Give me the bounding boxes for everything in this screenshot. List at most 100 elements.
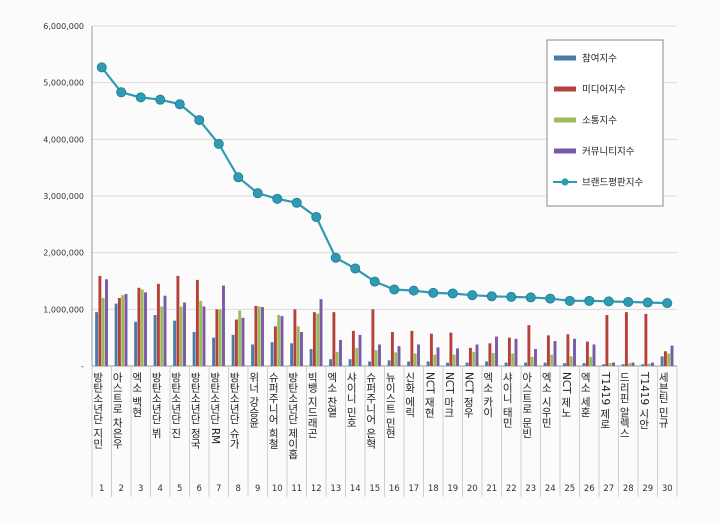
- brand-index-point-15: [369, 276, 380, 287]
- bar-2-6: [195, 279, 199, 366]
- bar-4-13: [339, 339, 342, 366]
- x-category-label: 방탄소년단 진: [170, 372, 182, 438]
- bar-3-3: [140, 289, 144, 366]
- bar-2-9: [254, 305, 258, 366]
- bar-1-8: [231, 334, 235, 366]
- bar-2-1: [98, 275, 102, 366]
- legend-label: 커뮤니티지수: [582, 147, 635, 158]
- bar-4-3: [144, 292, 147, 366]
- bar-2-11: [293, 309, 297, 366]
- bar-4-20: [475, 344, 479, 366]
- bar-3-29: [647, 363, 651, 366]
- legend-bar-swatch: [554, 148, 576, 154]
- x-category-label: NCT 정우: [462, 372, 474, 419]
- x-rank-label: 28: [623, 484, 634, 494]
- x-category-label: 세븐틴 민규: [657, 372, 669, 429]
- legend-label: 미디어지수: [582, 85, 626, 96]
- bar-3-10: [277, 315, 281, 366]
- x-category-label: NCT 재현: [423, 372, 435, 418]
- bar-1-6: [192, 332, 196, 366]
- bar-2-23: [527, 325, 531, 366]
- bar-2-10: [273, 326, 277, 366]
- bar-2-18: [429, 333, 433, 366]
- x-rank-label: 16: [389, 484, 400, 494]
- legend-point-marker: [561, 178, 569, 186]
- bar-3-8: [238, 310, 242, 366]
- x-category-label: 슈퍼주니어 은혁: [365, 372, 377, 450]
- x-category-label: 방탄소년단 슈가: [228, 372, 240, 450]
- brand-index-point-13: [330, 252, 341, 263]
- bar-3-24: [550, 354, 554, 366]
- x-category-label: 엑소 찬열: [326, 372, 338, 417]
- bar-3-12: [316, 313, 320, 366]
- brand-index-point-11: [291, 197, 302, 208]
- brand-index-point-27: [603, 296, 614, 307]
- legend-label: 참여지수: [582, 53, 617, 65]
- y-tick-label: 4,000,000: [43, 135, 84, 144]
- brand-index-point-17: [408, 285, 419, 296]
- bar-1-1: [95, 312, 99, 366]
- x-category-label: 엑소 시우민: [540, 372, 552, 428]
- bar-1-13: [329, 359, 333, 366]
- bar-2-5: [176, 275, 180, 366]
- x-category-label: 방탄소년단 RM: [209, 372, 221, 444]
- bar-4-9: [261, 307, 264, 366]
- bar-3-17: [413, 353, 417, 366]
- bar-2-20: [468, 347, 472, 366]
- x-category-label: 빅뱅 지드래곤: [306, 372, 318, 438]
- x-rank-label: 4: [158, 484, 163, 494]
- bar-3-2: [121, 295, 125, 366]
- x-rank-label: 10: [272, 484, 283, 494]
- x-category-label: 샤이니 태민: [501, 372, 513, 428]
- bar-4-16: [397, 346, 401, 366]
- bar-3-13: [335, 351, 339, 366]
- bar-2-13: [332, 312, 336, 366]
- bar-3-1: [101, 298, 105, 366]
- x-category-label: 뉴이스트 민현: [384, 372, 396, 438]
- bar-1-20: [465, 362, 469, 366]
- brand-index-point-24: [545, 293, 556, 304]
- bar-2-19: [449, 332, 453, 366]
- bar-2-25: [566, 334, 570, 366]
- bar-4-10: [280, 316, 284, 366]
- x-rank-label: 27: [603, 484, 614, 494]
- bar-2-28: [624, 312, 628, 366]
- brand-index-point-6: [194, 115, 205, 126]
- brand-index-point-22: [506, 291, 517, 302]
- bar-1-14: [348, 359, 352, 366]
- legend-bar-swatch: [554, 117, 576, 123]
- x-rank-label: 25: [564, 484, 575, 494]
- x-rank-label: 21: [486, 484, 497, 494]
- bar-4-29: [651, 362, 654, 366]
- bar-4-24: [553, 341, 557, 366]
- bar-2-17: [410, 330, 414, 366]
- y-tick-label: 3,000,000: [43, 192, 84, 201]
- x-rank-label: 6: [197, 484, 202, 494]
- bar-1-25: [563, 363, 567, 366]
- x-rank-label: 2: [119, 484, 124, 494]
- bar-4-6: [202, 306, 206, 366]
- legend-bar-swatch: [554, 55, 576, 61]
- bar-3-4: [160, 306, 164, 366]
- bar-4-1: [105, 279, 108, 366]
- brand-index-point-8: [233, 172, 244, 183]
- bar-4-14: [358, 334, 362, 366]
- bar-4-7: [222, 285, 225, 366]
- bar-4-30: [670, 345, 674, 366]
- brand-index-point-28: [623, 296, 634, 307]
- bar-3-16: [394, 352, 398, 366]
- x-category-label: NCT 제노: [560, 372, 572, 418]
- x-rank-label: 23: [525, 484, 536, 494]
- bar-4-25: [573, 338, 576, 366]
- brand-index-point-12: [311, 211, 322, 222]
- x-rank-label: 14: [350, 484, 361, 494]
- x-category-label: 슈퍼주니어 희철: [267, 372, 279, 449]
- x-category-label: 방탄소년단 정국: [189, 372, 201, 450]
- brand-index-point-3: [135, 92, 146, 103]
- legend-box: [546, 39, 664, 207]
- bar-2-2: [117, 298, 121, 366]
- bar-3-28: [628, 363, 632, 366]
- bar-4-4: [163, 295, 167, 366]
- bar-2-29: [644, 313, 648, 366]
